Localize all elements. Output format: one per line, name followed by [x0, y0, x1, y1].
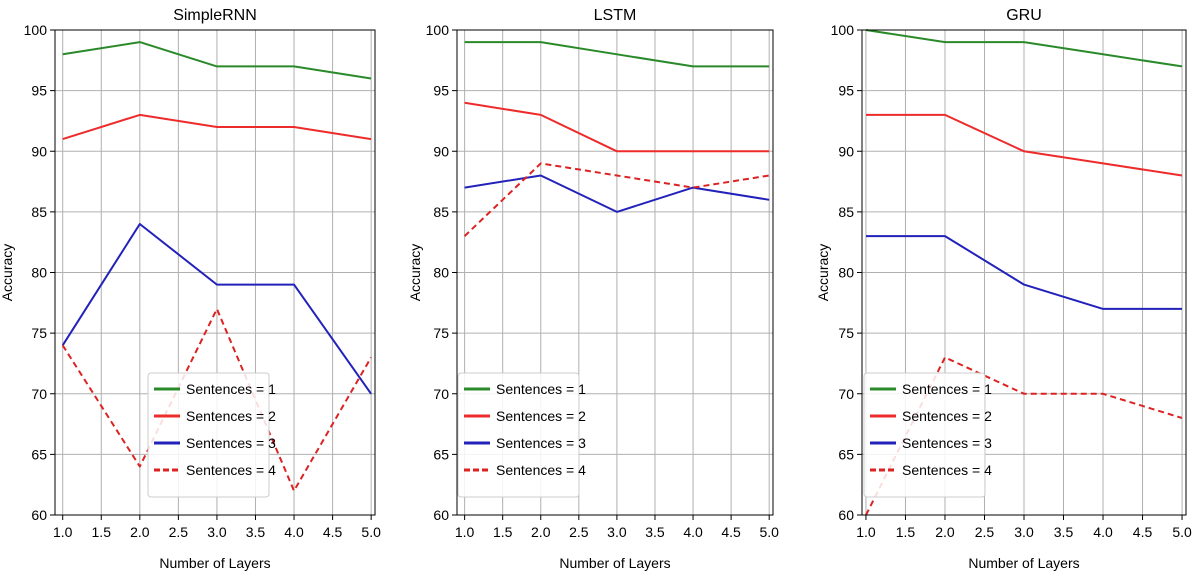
- series-line-sentences-4: [463, 162, 770, 237]
- y-tick-label: 85: [838, 204, 854, 220]
- y-tick-label: 85: [433, 204, 449, 220]
- series-line-sentences-4: [865, 356, 1183, 516]
- legend-box: [863, 372, 986, 498]
- x-tick-label: 3.5: [246, 524, 266, 540]
- legend-label-sentences-2: Sentences = 2: [496, 408, 586, 424]
- x-tick-label: 1.5: [92, 524, 112, 540]
- y-tick-label: 100: [24, 22, 48, 38]
- y-axis-label: Accuracy: [407, 244, 423, 302]
- y-tick-label: 90: [433, 143, 449, 159]
- legend: Sentences = 1 Sentences = 2 Sentences = 3 S…: [147, 372, 276, 498]
- y-tick-label: 95: [433, 83, 449, 99]
- x-tick-label: 4.0: [284, 524, 304, 540]
- series-line-sentences-4: [61, 307, 372, 492]
- x-tick-label: 5.0: [361, 524, 381, 540]
- legend-label-sentences-1: Sentences = 1: [186, 381, 276, 397]
- x-tick-label: 1.5: [896, 524, 916, 540]
- legend-box: [457, 372, 580, 498]
- x-tick-label: 3.5: [1054, 524, 1074, 540]
- y-axis-label: Accuracy: [0, 244, 15, 302]
- series-line-sentences-3: [464, 174, 770, 213]
- series-line-sentences-1: [62, 41, 372, 80]
- y-tick-label: 95: [838, 83, 854, 99]
- chart-panel-1: 1.0 1.5 2.0 2.5 3.0 3.5 4.0 4.5 5.0 60 65 70 75 80 85 9…: [0, 7, 381, 571]
- series-line-sentences-2: [62, 113, 372, 141]
- y-tick-label: 60: [433, 507, 449, 523]
- legend-label-sentences-1: Sentences = 1: [496, 381, 586, 397]
- x-tick-label: 2.0: [130, 524, 150, 540]
- y-tick-label: 95: [31, 83, 47, 99]
- series-line-sentences-3: [866, 235, 1182, 310]
- x-axis-label: Number of Layers: [159, 555, 270, 571]
- y-tick-label: 60: [838, 507, 854, 523]
- x-axis-label: Number of Layers: [968, 555, 1079, 571]
- legend-label-sentences-3: Sentences = 3: [496, 435, 586, 451]
- x-tick-label: 1.0: [856, 524, 876, 540]
- y-tick-label: 80: [433, 265, 449, 281]
- legend-label-sentences-4: Sentences = 4: [186, 462, 276, 478]
- y-tick-label: 65: [31, 446, 47, 462]
- y-axis-label: Accuracy: [815, 244, 831, 302]
- chart-title: LSTM: [594, 7, 637, 24]
- x-tick-label: 1.5: [493, 524, 513, 540]
- y-tick-label: 100: [831, 22, 855, 38]
- series-line-sentences-1: [464, 41, 770, 68]
- x-tick-label: 2.5: [975, 524, 995, 540]
- series-line-sentences-2: [464, 101, 770, 153]
- x-axis-label: Number of Layers: [559, 555, 670, 571]
- y-tick-label: 90: [31, 143, 47, 159]
- legend-label-sentences-2: Sentences = 2: [186, 408, 276, 424]
- series-line-sentences-3: [61, 223, 372, 395]
- y-tick-label: 80: [838, 265, 854, 281]
- legend: Sentences = 1 Sentences = 2 Sentences = 3 S…: [863, 372, 992, 498]
- legend-label-sentences-1: Sentences = 1: [902, 381, 992, 397]
- legend-label-sentences-4: Sentences = 4: [496, 462, 586, 478]
- x-tick-label: 5.0: [1172, 524, 1192, 540]
- x-tick-label: 2.5: [169, 524, 189, 540]
- y-tick-label: 75: [31, 325, 47, 341]
- x-tick-label: 3.0: [207, 524, 227, 540]
- y-tick-label: 70: [838, 386, 854, 402]
- x-tick-label: 1.0: [455, 524, 475, 540]
- x-tick-label: 4.5: [1133, 524, 1153, 540]
- legend-box: [147, 372, 270, 498]
- x-tick-label: 3.5: [645, 524, 665, 540]
- x-tick-label: 2.5: [569, 524, 589, 540]
- y-tick-label: 75: [838, 325, 854, 341]
- y-tick-label: 85: [31, 204, 47, 220]
- series-line-sentences-1: [865, 29, 1183, 68]
- x-tick-label: 4.5: [721, 524, 741, 540]
- x-tick-label: 4.0: [683, 524, 703, 540]
- chart-title: SimpleRNN: [173, 7, 257, 24]
- x-tick-label: 2.0: [935, 524, 955, 540]
- x-tick-label: 4.0: [1093, 524, 1113, 540]
- y-tick-label: 100: [426, 22, 450, 38]
- chart-panel-3: 1.0 1.5 2.0 2.5 3.0 3.5 4.0 4.5 5.0 60 65 70 75 80 85 9…: [815, 7, 1192, 571]
- y-tick-label: 65: [433, 446, 449, 462]
- legend-label-sentences-3: Sentences = 3: [902, 435, 992, 451]
- y-tick-label: 70: [31, 386, 47, 402]
- x-tick-label: 1.0: [53, 524, 73, 540]
- y-tick-label: 80: [31, 265, 47, 281]
- legend-label-sentences-3: Sentences = 3: [186, 435, 276, 451]
- legend-label-sentences-4: Sentences = 4: [902, 462, 992, 478]
- y-tick-label: 75: [433, 325, 449, 341]
- x-tick-label: 3.0: [1014, 524, 1034, 540]
- y-tick-label: 90: [838, 143, 854, 159]
- legend-label-sentences-2: Sentences = 2: [902, 408, 992, 424]
- chart-title: GRU: [1006, 7, 1042, 24]
- series-line-sentences-2: [866, 113, 1183, 177]
- legend: Sentences = 1 Sentences = 2 Sentences = 3 S…: [457, 372, 586, 498]
- x-tick-label: 3.0: [607, 524, 627, 540]
- y-tick-label: 70: [433, 386, 449, 402]
- x-tick-label: 2.0: [531, 524, 551, 540]
- y-tick-label: 65: [838, 446, 854, 462]
- x-tick-label: 4.5: [323, 524, 343, 540]
- y-tick-label: 60: [31, 507, 47, 523]
- chart-panel-2: 1.0 1.5 2.0 2.5 3.0 3.5 4.0 4.5 5.0 60 65 70 75 80 85 9…: [407, 7, 779, 571]
- x-tick-label: 5.0: [759, 524, 779, 540]
